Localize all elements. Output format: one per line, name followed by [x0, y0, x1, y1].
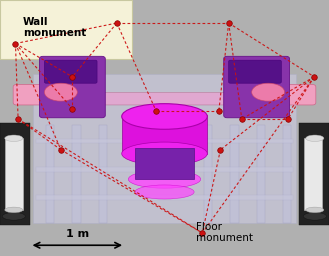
Ellipse shape: [303, 212, 326, 220]
Bar: [299, 123, 329, 225]
Ellipse shape: [44, 83, 77, 101]
Bar: [36, 195, 293, 200]
FancyBboxPatch shape: [229, 60, 281, 83]
FancyBboxPatch shape: [44, 60, 97, 83]
Bar: [5, 138, 23, 210]
Bar: [257, 125, 265, 223]
Ellipse shape: [5, 207, 23, 213]
Ellipse shape: [135, 185, 194, 199]
Bar: [204, 125, 212, 223]
Ellipse shape: [252, 83, 285, 101]
Bar: [304, 138, 322, 210]
Bar: [36, 139, 293, 143]
FancyBboxPatch shape: [0, 0, 132, 59]
FancyBboxPatch shape: [240, 84, 316, 105]
FancyBboxPatch shape: [224, 56, 290, 118]
FancyBboxPatch shape: [13, 84, 89, 105]
Bar: [230, 125, 239, 223]
Ellipse shape: [128, 170, 201, 188]
Ellipse shape: [2, 212, 25, 220]
Text: Wall
monument: Wall monument: [23, 17, 86, 38]
Ellipse shape: [306, 135, 324, 141]
Bar: [135, 148, 194, 179]
Bar: [99, 125, 107, 223]
Ellipse shape: [122, 104, 207, 129]
Bar: [0, 123, 30, 225]
FancyBboxPatch shape: [39, 56, 105, 118]
Ellipse shape: [306, 207, 324, 213]
Bar: [72, 125, 81, 223]
Bar: [46, 125, 54, 223]
Bar: [36, 167, 293, 172]
Text: 1 m: 1 m: [66, 229, 89, 239]
Bar: [33, 74, 296, 223]
Ellipse shape: [5, 135, 23, 141]
FancyBboxPatch shape: [90, 93, 239, 105]
Bar: [122, 115, 207, 154]
Bar: [283, 125, 291, 223]
Ellipse shape: [122, 142, 207, 165]
Text: Floor
monument: Floor monument: [196, 222, 253, 243]
